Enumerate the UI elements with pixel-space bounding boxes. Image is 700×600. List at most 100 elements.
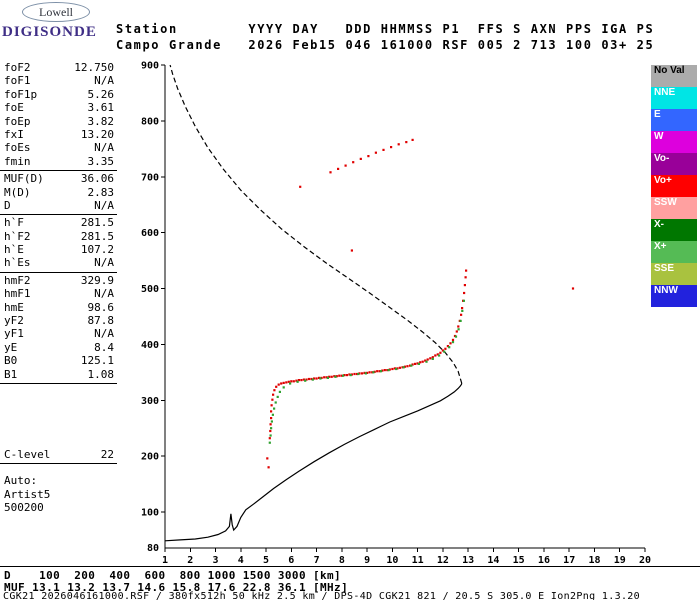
bottom-separator xyxy=(0,566,700,567)
param-label: foF2 xyxy=(4,61,31,74)
param-value: 22 xyxy=(100,447,114,461)
muf-row: MUF 13.1 13.2 13.7 14.6 15.8 17.6 22.8 3… xyxy=(4,581,349,594)
param-row-h-e: h`E 107.2 xyxy=(0,243,117,256)
param-value: 3.61 xyxy=(87,101,115,115)
param-value: 329.9 xyxy=(80,273,114,287)
svg-text:3: 3 xyxy=(213,555,219,566)
svg-text:12: 12 xyxy=(437,555,449,566)
param-label: foEs xyxy=(4,141,31,155)
param-row-foep: foEp 3.82 xyxy=(0,115,117,128)
param-value: 36.06 xyxy=(80,172,114,186)
axis-labels: 1 2 3 4 5 6 7 8 9 10 11 12 13 14 15 16 17 18 19 20900800700… xyxy=(141,61,651,567)
param-row-ye: yE 8.4 xyxy=(0,341,117,354)
param-label: yF1 xyxy=(4,327,24,341)
autoscaler-line-1: Artist5 xyxy=(4,487,51,501)
param-row-fxi: fxI 13.20 xyxy=(0,128,117,141)
param-value: 1.08 xyxy=(87,367,115,381)
series-modeled-topside-profile xyxy=(169,64,463,384)
param-value: 281.5 xyxy=(80,229,114,243)
svg-text:900: 900 xyxy=(141,61,159,72)
svg-text:20: 20 xyxy=(639,555,651,566)
param-row-yf1: yF1 N/A xyxy=(0,327,117,340)
param-row-h-f2: h`F2 281.5 xyxy=(0,230,117,243)
param-label: h`F xyxy=(4,216,24,230)
param-label: fxI xyxy=(4,127,24,141)
param-group-1: MUF(D) 36.06 M(D) 2.83 D N/A xyxy=(0,171,117,216)
distance-row: D 100 200 400 600 800 1000 1500 3000 [km… xyxy=(4,569,342,582)
param-group-4: C-level 22 xyxy=(0,447,117,465)
param-label: h`F2 xyxy=(4,229,31,243)
legend-item-x-: X- xyxy=(651,219,697,241)
legend: No Val NNE E W Vo- Vo+ SSW X- X+ SSE NNW xyxy=(651,65,697,307)
file-info-footer: CGK21_2026046161000.RSF / 380fx512h 50 k… xyxy=(3,591,641,600)
svg-text:4: 4 xyxy=(238,555,244,566)
param-row-fof1: foF1 N/A xyxy=(0,74,117,87)
param-value: 5.26 xyxy=(87,87,115,101)
param-value: N/A xyxy=(94,256,114,270)
param-row-fof2: foF2 12.750 xyxy=(0,61,117,74)
series-o-mode-echo-trace xyxy=(268,269,468,440)
svg-text:5: 5 xyxy=(263,555,269,566)
svg-text:200: 200 xyxy=(141,452,159,463)
svg-text:6: 6 xyxy=(288,555,294,566)
legend-item-e: E xyxy=(651,109,697,131)
param-label: D xyxy=(4,198,11,212)
legend-item-w: W xyxy=(651,131,697,153)
param-label: foE xyxy=(4,101,24,115)
param-label: foF1 xyxy=(4,74,31,88)
axes xyxy=(161,64,646,552)
param-value: 3.35 xyxy=(87,154,115,168)
param-label: fmin xyxy=(4,154,31,168)
param-group-2: h`F 281.5 h`F2 281.5 h`E 107.2 h`Es N/A xyxy=(0,215,117,273)
svg-text:8: 8 xyxy=(339,555,345,566)
svg-text:400: 400 xyxy=(141,340,159,351)
param-label: yE xyxy=(4,340,18,354)
param-value: 12.750 xyxy=(74,61,114,74)
param-row-hme: hmE 98.6 xyxy=(0,301,117,314)
param-label: h`E xyxy=(4,243,24,257)
param-row-h-es: h`Es N/A xyxy=(0,256,117,269)
param-label: hmF2 xyxy=(4,273,31,287)
param-row-h-f: h`F 281.5 xyxy=(0,216,117,229)
svg-text:11: 11 xyxy=(412,555,424,566)
legend-item-nnw: NNW xyxy=(651,285,697,307)
param-value: 8.4 xyxy=(94,340,114,354)
param-row-fmin: fmin 3.35 xyxy=(0,155,117,168)
param-label: foF1p xyxy=(4,87,38,101)
param-value: N/A xyxy=(94,74,114,88)
param-value: N/A xyxy=(94,141,114,155)
legend-item-ssw: SSW xyxy=(651,197,697,219)
svg-text:7: 7 xyxy=(314,555,320,566)
svg-text:16: 16 xyxy=(538,555,550,566)
param-label: yF2 xyxy=(4,314,24,328)
param-row-fof1p: foF1p 5.26 xyxy=(0,88,117,101)
svg-text:100: 100 xyxy=(141,508,159,519)
header-station-values: Campo Grande 2026 Feb15 046 161000 RSF 0… xyxy=(116,38,655,52)
param-label: MUF(D) xyxy=(4,172,44,186)
header-column-titles: Station YYYY DAY DDD HHMMSS P1 FFS S AXN… xyxy=(116,22,655,36)
param-value: 3.82 xyxy=(87,114,115,128)
legend-item-vo-: Vo+ xyxy=(651,175,697,197)
logo-digisonde-text: DIGISONDE xyxy=(2,24,97,40)
param-value: N/A xyxy=(94,287,114,301)
legend-item-vo-: Vo- xyxy=(651,153,697,175)
param-label: M(D) xyxy=(4,185,31,199)
legend-item-sse: SSE xyxy=(651,263,697,285)
param-label: B0 xyxy=(4,354,18,368)
param-row-hmf2: hmF2 329.9 xyxy=(0,274,117,287)
param-row-c-level: C-level 22 xyxy=(0,448,117,461)
param-value: 107.2 xyxy=(80,243,114,257)
param-group-0: foF2 12.750 foF1 N/A foF1p 5.26 foE 3.61 foEp 3.8… xyxy=(0,60,117,172)
param-label: hmE xyxy=(4,300,24,314)
svg-text:2: 2 xyxy=(187,555,193,566)
param-row-hmf1: hmF1 N/A xyxy=(0,287,117,300)
param-label: C-level xyxy=(4,447,51,461)
param-label: B1 xyxy=(4,367,18,381)
legend-item-no-val: No Val xyxy=(651,65,697,87)
param-row-foes: foEs N/A xyxy=(0,141,117,154)
param-row-foe: foE 3.61 xyxy=(0,101,117,114)
svg-text:700: 700 xyxy=(141,172,159,183)
param-label: hmF1 xyxy=(4,287,31,301)
autoscaler-line-2: 500200 xyxy=(4,500,44,514)
